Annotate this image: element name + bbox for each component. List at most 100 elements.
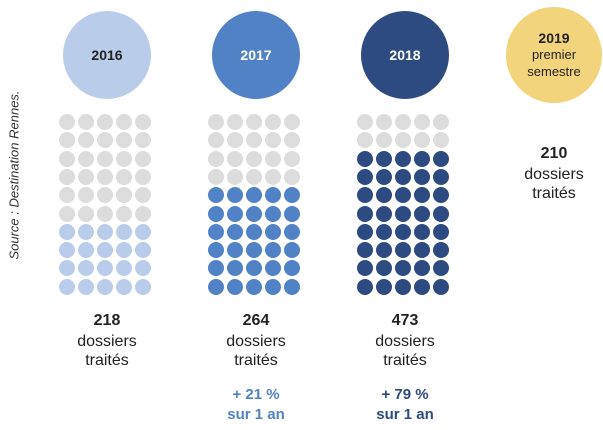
category-label: 2019 <box>538 30 570 46</box>
dot <box>414 187 430 204</box>
dot <box>116 150 132 167</box>
dot <box>208 168 224 185</box>
value-label: 473 <box>391 312 419 329</box>
dot <box>78 260 94 277</box>
dot <box>59 205 75 222</box>
dot <box>433 242 449 259</box>
dot <box>208 260 224 277</box>
dot <box>246 187 262 204</box>
dot <box>208 223 224 240</box>
dot <box>97 132 113 149</box>
category-circle: 2019 premier semestre <box>506 7 602 103</box>
dot <box>97 168 113 185</box>
dot <box>376 205 392 222</box>
dot <box>227 278 243 295</box>
dot <box>376 260 392 277</box>
source: Source : Destination Rennes. <box>6 90 22 260</box>
dot <box>395 260 411 277</box>
dot <box>433 205 449 222</box>
dot <box>78 242 94 259</box>
dot <box>414 132 430 149</box>
dot <box>227 187 243 204</box>
dot <box>284 205 300 222</box>
dot <box>357 132 373 149</box>
dot <box>414 205 430 222</box>
dot <box>227 114 243 130</box>
dot <box>116 260 132 277</box>
dot <box>135 278 151 295</box>
dot <box>433 278 449 295</box>
dot <box>357 242 373 259</box>
dot <box>357 168 373 185</box>
category-note: premier semestre <box>527 47 581 79</box>
dot <box>357 278 373 295</box>
dot <box>395 168 411 185</box>
dot <box>265 150 281 167</box>
dot <box>433 132 449 149</box>
dot <box>59 150 75 167</box>
dot <box>395 223 411 240</box>
dot <box>376 242 392 259</box>
unit-label: dossiers traités <box>77 333 137 369</box>
dot <box>97 187 113 204</box>
dot <box>116 242 132 259</box>
dot <box>97 242 113 259</box>
dot <box>208 205 224 222</box>
category-label: 2018 <box>389 47 421 63</box>
dot <box>265 114 281 130</box>
dot <box>433 150 449 167</box>
value-label: 218 <box>93 312 121 329</box>
dot <box>135 242 151 259</box>
dot <box>227 260 243 277</box>
dot <box>414 150 430 167</box>
dot <box>414 242 430 259</box>
dot <box>265 132 281 149</box>
unit-label: dossiers traités <box>226 333 286 369</box>
dot <box>246 278 262 295</box>
dot <box>135 114 151 130</box>
dot <box>395 205 411 222</box>
dot <box>97 150 113 167</box>
dot <box>78 223 94 240</box>
value-label: 264 <box>242 312 270 329</box>
dot <box>116 278 132 295</box>
dot <box>395 150 411 167</box>
dot <box>376 223 392 240</box>
growth-period: sur 1 an <box>376 406 434 423</box>
dot <box>227 168 243 185</box>
category-label: 2017 <box>240 47 272 63</box>
dot <box>135 168 151 185</box>
dot <box>433 260 449 277</box>
dot <box>208 132 224 149</box>
dot <box>433 187 449 204</box>
dot <box>376 132 392 149</box>
dot <box>414 168 430 185</box>
dot <box>284 187 300 204</box>
dot <box>227 150 243 167</box>
dot <box>59 260 75 277</box>
dot <box>78 114 94 130</box>
dot <box>265 223 281 240</box>
dot <box>97 114 113 130</box>
dot <box>357 150 373 167</box>
unit-label: dossiers traités <box>375 333 435 369</box>
dot <box>116 168 132 185</box>
dot <box>78 132 94 149</box>
dot <box>135 260 151 277</box>
dot <box>265 205 281 222</box>
dot <box>116 205 132 222</box>
dot <box>59 114 75 130</box>
dot <box>59 278 75 295</box>
dot <box>357 205 373 222</box>
dot <box>246 223 262 240</box>
category-circle: 2017 <box>212 11 300 99</box>
dot <box>414 278 430 295</box>
dot <box>284 114 300 130</box>
dot <box>414 114 430 130</box>
dot <box>97 223 113 240</box>
dot <box>246 168 262 185</box>
growth-period: sur 1 an <box>227 406 285 423</box>
unit-label: dossiers traités <box>524 166 584 202</box>
dot <box>227 223 243 240</box>
dot <box>357 223 373 240</box>
